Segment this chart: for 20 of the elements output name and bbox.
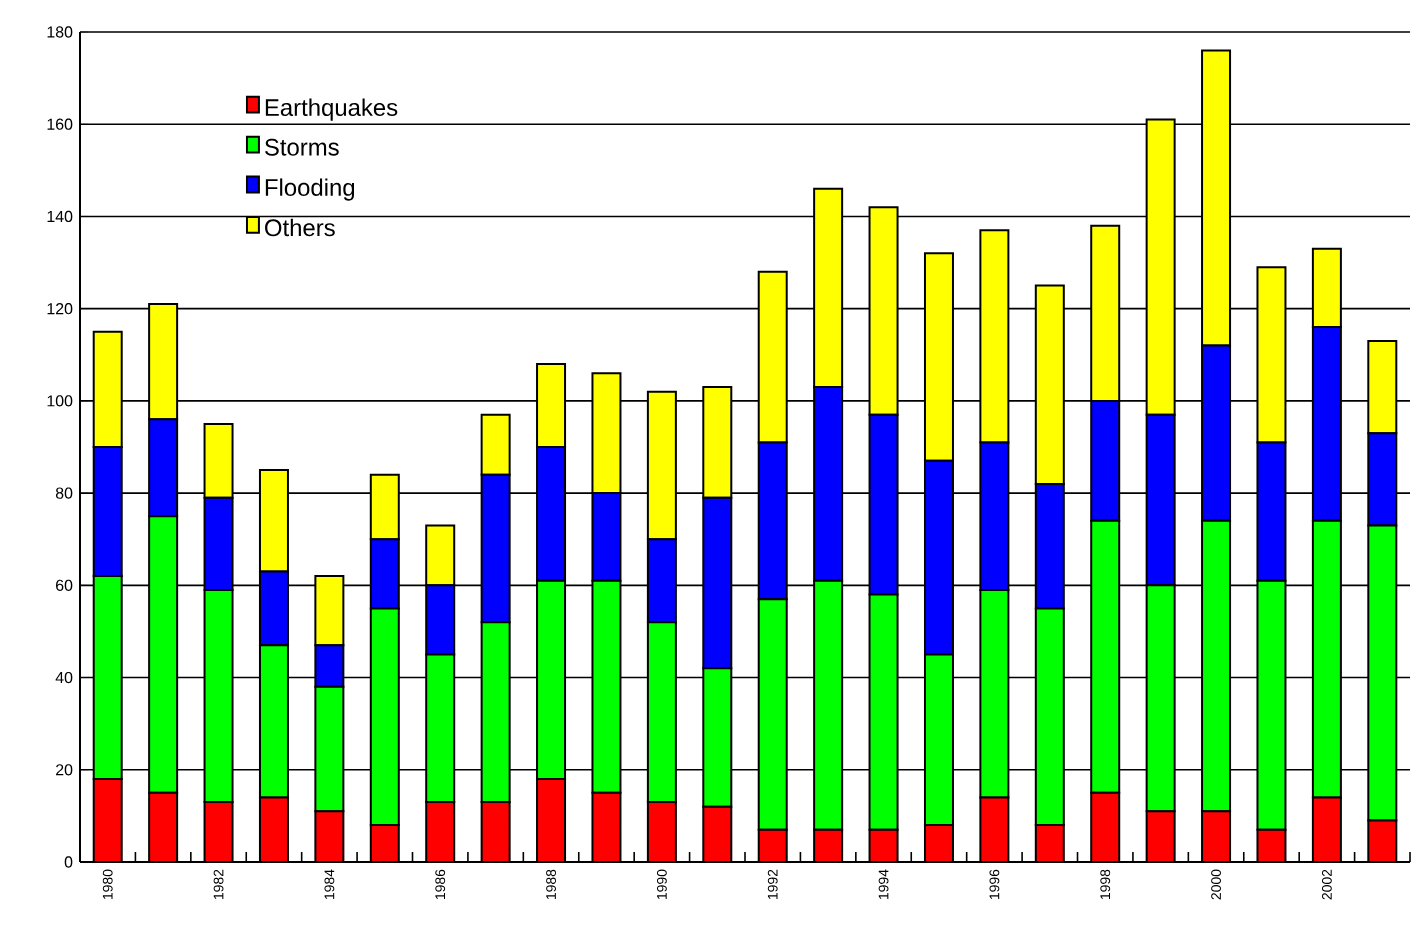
bar [204, 802, 233, 862]
bar [537, 779, 566, 862]
bar [1202, 811, 1231, 862]
bar [1367, 819, 1398, 862]
legend-label: Storms [265, 138, 339, 156]
bar [481, 802, 510, 862]
bar [592, 792, 621, 862]
bar [315, 811, 344, 862]
bar [1312, 797, 1341, 862]
legend-label: Flooding [265, 178, 355, 201]
bar [980, 797, 1009, 862]
bar [647, 802, 676, 862]
legend-label: Others [265, 218, 335, 237]
bar [93, 779, 122, 862]
bar [259, 797, 288, 862]
bar [1091, 792, 1120, 862]
bar [1146, 811, 1175, 862]
bar [426, 802, 455, 862]
bar [149, 792, 178, 862]
legend-label: Earthquakes [265, 98, 398, 121]
